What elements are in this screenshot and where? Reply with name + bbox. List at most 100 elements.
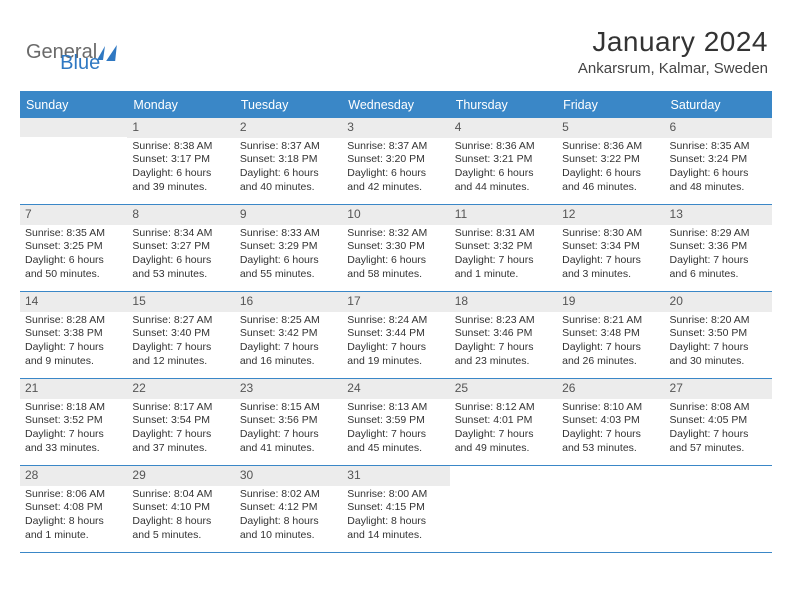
day-cell: 28Sunrise: 8:06 AMSunset: 4:08 PMDayligh… [20, 466, 127, 552]
day-body: Sunrise: 8:30 AMSunset: 3:34 PMDaylight:… [557, 225, 664, 286]
day-body: Sunrise: 8:04 AMSunset: 4:10 PMDaylight:… [127, 486, 234, 547]
day-number: 12 [557, 205, 664, 225]
day-number: 7 [20, 205, 127, 225]
day-number: 14 [20, 292, 127, 312]
sail-icon [106, 45, 117, 61]
day-number: 21 [20, 379, 127, 399]
daylight-line: Daylight: 6 hours and 50 minutes. [25, 254, 122, 281]
daylight-line: Daylight: 6 hours and 46 minutes. [562, 167, 659, 194]
sunrise-line: Sunrise: 8:36 AM [455, 140, 552, 154]
daylight-line: Daylight: 7 hours and 9 minutes. [25, 341, 122, 368]
weekday-header: Thursday [450, 93, 557, 118]
daylight-line: Daylight: 6 hours and 58 minutes. [347, 254, 444, 281]
sunset-line: Sunset: 3:50 PM [670, 327, 767, 341]
sunrise-line: Sunrise: 8:18 AM [25, 401, 122, 415]
day-body: Sunrise: 8:27 AMSunset: 3:40 PMDaylight:… [127, 312, 234, 373]
sunset-line: Sunset: 3:40 PM [132, 327, 229, 341]
sunset-line: Sunset: 3:46 PM [455, 327, 552, 341]
day-body: Sunrise: 8:36 AMSunset: 3:22 PMDaylight:… [557, 138, 664, 199]
sunrise-line: Sunrise: 8:36 AM [562, 140, 659, 154]
day-body: Sunrise: 8:38 AMSunset: 3:17 PMDaylight:… [127, 138, 234, 199]
sunrise-line: Sunrise: 8:37 AM [240, 140, 337, 154]
sunset-line: Sunset: 3:24 PM [670, 153, 767, 167]
day-body: Sunrise: 8:23 AMSunset: 3:46 PMDaylight:… [450, 312, 557, 373]
day-cell: 11Sunrise: 8:31 AMSunset: 3:32 PMDayligh… [450, 205, 557, 291]
weekday-header: Monday [127, 93, 234, 118]
week-row: 14Sunrise: 8:28 AMSunset: 3:38 PMDayligh… [20, 292, 772, 379]
day-body: Sunrise: 8:31 AMSunset: 3:32 PMDaylight:… [450, 225, 557, 286]
day-cell: 26Sunrise: 8:10 AMSunset: 4:03 PMDayligh… [557, 379, 664, 465]
daylight-line: Daylight: 7 hours and 19 minutes. [347, 341, 444, 368]
sunset-line: Sunset: 4:12 PM [240, 501, 337, 515]
sunset-line: Sunset: 3:56 PM [240, 414, 337, 428]
weeks-container: 1Sunrise: 8:38 AMSunset: 3:17 PMDaylight… [20, 118, 772, 553]
day-number: 10 [342, 205, 449, 225]
sunset-line: Sunset: 3:21 PM [455, 153, 552, 167]
header: General Blue January 2024 Ankarsrum, Kal… [20, 26, 772, 77]
sunset-line: Sunset: 3:38 PM [25, 327, 122, 341]
daylight-line: Daylight: 8 hours and 10 minutes. [240, 515, 337, 542]
day-cell: 3Sunrise: 8:37 AMSunset: 3:20 PMDaylight… [342, 118, 449, 204]
day-number: 8 [127, 205, 234, 225]
day-cell: 27Sunrise: 8:08 AMSunset: 4:05 PMDayligh… [665, 379, 772, 465]
day-number: 20 [665, 292, 772, 312]
day-body: Sunrise: 8:34 AMSunset: 3:27 PMDaylight:… [127, 225, 234, 286]
daylight-line: Daylight: 7 hours and 6 minutes. [670, 254, 767, 281]
sunrise-line: Sunrise: 8:29 AM [670, 227, 767, 241]
sunset-line: Sunset: 3:29 PM [240, 240, 337, 254]
sunrise-line: Sunrise: 8:34 AM [132, 227, 229, 241]
sunrise-line: Sunrise: 8:20 AM [670, 314, 767, 328]
daylight-line: Daylight: 8 hours and 5 minutes. [132, 515, 229, 542]
day-body: Sunrise: 8:32 AMSunset: 3:30 PMDaylight:… [342, 225, 449, 286]
day-cell: 14 Sunrise: 8:28 AMSunset: 3:38 PMDayligh… [20, 292, 127, 378]
day-cell: 23Sunrise: 8:15 AMSunset: 3:56 PMDayligh… [235, 379, 342, 465]
day-number: 29 [127, 466, 234, 486]
day-cell: 17Sunrise: 8:24 AMSunset: 3:44 PMDayligh… [342, 292, 449, 378]
daylight-line: Daylight: 6 hours and 44 minutes. [455, 167, 552, 194]
sunrise-line: Sunrise: 8:37 AM [347, 140, 444, 154]
day-body: Sunrise: 8:35 AMSunset: 3:25 PMDaylight:… [20, 225, 127, 286]
sunrise-line: Sunrise: 8:27 AM [132, 314, 229, 328]
daylight-line: Daylight: 7 hours and 45 minutes. [347, 428, 444, 455]
logo-text-blue: Blue [60, 52, 100, 75]
day-cell: 10Sunrise: 8:32 AMSunset: 3:30 PMDayligh… [342, 205, 449, 291]
daylight-line: Daylight: 7 hours and 53 minutes. [562, 428, 659, 455]
day-body: Sunrise: 8:37 AMSunset: 3:20 PMDaylight:… [342, 138, 449, 199]
day-cell: 30Sunrise: 8:02 AMSunset: 4:12 PMDayligh… [235, 466, 342, 552]
day-cell: 7Sunrise: 8:35 AMSunset: 3:25 PMDaylight… [20, 205, 127, 291]
day-body: Sunrise: 8:10 AMSunset: 4:03 PMDaylight:… [557, 399, 664, 460]
weekday-header-row: Sunday Monday Tuesday Wednesday Thursday… [20, 93, 772, 118]
location-label: Ankarsrum, Kalmar, Sweden [578, 60, 768, 77]
daylight-line: Daylight: 7 hours and 37 minutes. [132, 428, 229, 455]
day-cell: 2Sunrise: 8:37 AMSunset: 3:18 PMDaylight… [235, 118, 342, 204]
day-body: Sunrise: 8:12 AMSunset: 4:01 PMDaylight:… [450, 399, 557, 460]
sunrise-line: Sunrise: 8:28 AM [25, 314, 122, 328]
sunrise-line: Sunrise: 8:13 AM [347, 401, 444, 415]
day-body: Sunrise: 8:08 AMSunset: 4:05 PMDaylight:… [665, 399, 772, 460]
day-number: 25 [450, 379, 557, 399]
sunrise-line: Sunrise: 8:12 AM [455, 401, 552, 415]
day-cell: 4Sunrise: 8:36 AMSunset: 3:21 PMDaylight… [450, 118, 557, 204]
day-cell [557, 466, 664, 552]
sunset-line: Sunset: 3:32 PM [455, 240, 552, 254]
day-cell: 12Sunrise: 8:30 AMSunset: 3:34 PMDayligh… [557, 205, 664, 291]
sunset-line: Sunset: 3:36 PM [670, 240, 767, 254]
sunset-line: Sunset: 4:05 PM [670, 414, 767, 428]
sunrise-line: Sunrise: 8:32 AM [347, 227, 444, 241]
day-body: Sunrise: 8:21 AMSunset: 3:48 PMDaylight:… [557, 312, 664, 373]
daylight-line: Daylight: 7 hours and 41 minutes. [240, 428, 337, 455]
day-number: 9 [235, 205, 342, 225]
sunset-line: Sunset: 3:27 PM [132, 240, 229, 254]
day-cell: 5Sunrise: 8:36 AMSunset: 3:22 PMDaylight… [557, 118, 664, 204]
sunset-line: Sunset: 4:10 PM [132, 501, 229, 515]
daylight-line: Daylight: 8 hours and 14 minutes. [347, 515, 444, 542]
daylight-line: Daylight: 8 hours and 1 minute. [25, 515, 122, 542]
sunset-line: Sunset: 3:30 PM [347, 240, 444, 254]
weekday-header: Wednesday [342, 93, 449, 118]
daylight-line: Daylight: 7 hours and 33 minutes. [25, 428, 122, 455]
day-body: Sunrise: 8:37 AMSunset: 3:18 PMDaylight:… [235, 138, 342, 199]
sunrise-line: Sunrise: 8:24 AM [347, 314, 444, 328]
day-body: Sunrise: 8:13 AMSunset: 3:59 PMDaylight:… [342, 399, 449, 460]
week-row: 1Sunrise: 8:38 AMSunset: 3:17 PMDaylight… [20, 118, 772, 205]
day-cell: 1Sunrise: 8:38 AMSunset: 3:17 PMDaylight… [127, 118, 234, 204]
